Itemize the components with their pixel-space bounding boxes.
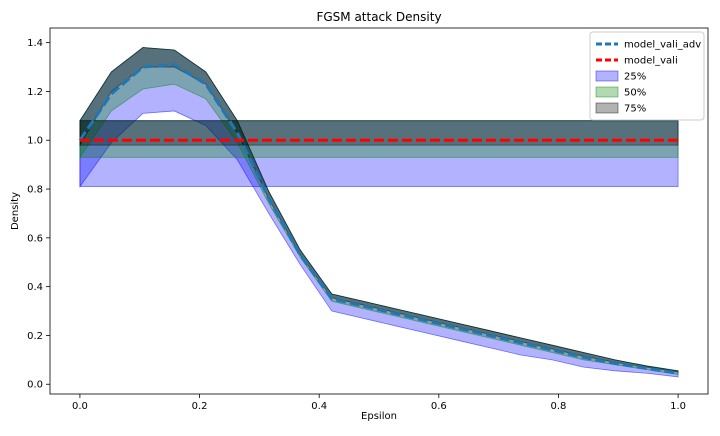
x-axis: 0.0 0.2 0.4 0.6 0.8 1.0 bbox=[72, 394, 686, 412]
x-tick-label: 0.4 bbox=[311, 401, 327, 412]
y-axis-label: Density bbox=[10, 192, 21, 230]
y-tick-label: 0.4 bbox=[27, 282, 43, 293]
band-flat-0 bbox=[79, 120, 679, 187]
legend-label: model_vali_adv bbox=[624, 40, 701, 51]
y-tick-label: 0.6 bbox=[27, 233, 43, 244]
x-tick-label: 0.2 bbox=[192, 401, 208, 412]
x-tick-label: 0.0 bbox=[72, 401, 88, 412]
legend-swatch-patch bbox=[595, 70, 619, 82]
chart-title: FGSM attack Density bbox=[316, 10, 441, 24]
legend: model_vali_adv model_vali 25% 50% 75% bbox=[589, 31, 705, 121]
legend-box bbox=[589, 31, 705, 121]
plot-frame bbox=[49, 27, 709, 395]
legend-label: 75% bbox=[624, 104, 646, 115]
legend-swatch-patch bbox=[595, 86, 619, 98]
band-curve-0 bbox=[79, 47, 679, 378]
legend-label: 50% bbox=[624, 88, 646, 99]
series-line-0 bbox=[78, 63, 679, 375]
y-tick-label: 0.0 bbox=[27, 380, 43, 391]
y-tick-label: 1.4 bbox=[27, 38, 43, 49]
legend-label: model_vali bbox=[624, 56, 678, 67]
bands-layer bbox=[79, 47, 679, 378]
lines-layer bbox=[78, 63, 679, 375]
y-tick-label: 0.2 bbox=[27, 331, 43, 342]
legend-label: 25% bbox=[624, 72, 646, 83]
x-tick-label: 1.0 bbox=[670, 401, 686, 412]
x-tick-label: 0.6 bbox=[431, 401, 447, 412]
y-axis: 0.0 0.2 0.4 0.6 0.8 1.0 1.2 1.4 bbox=[27, 38, 50, 391]
legend-swatch-patch bbox=[595, 102, 619, 114]
y-tick-label: 0.8 bbox=[27, 185, 43, 196]
y-tick-label: 1.0 bbox=[27, 136, 43, 147]
y-tick-label: 1.2 bbox=[27, 87, 43, 98]
x-tick-label: 0.8 bbox=[551, 401, 567, 412]
x-axis-label: Epsilon bbox=[361, 411, 397, 422]
